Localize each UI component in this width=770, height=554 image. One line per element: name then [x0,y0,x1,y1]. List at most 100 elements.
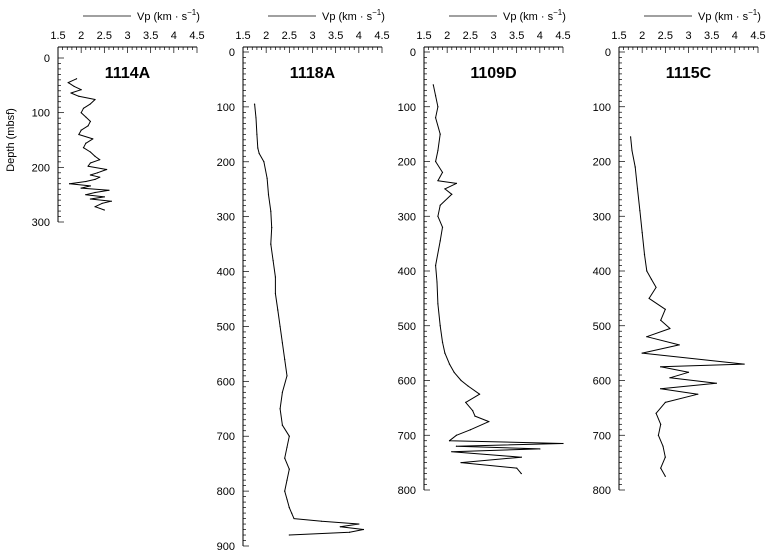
x-tick-label: 3 [685,30,691,42]
x-tick-label: 4.5 [189,30,204,42]
y-tick-label: 800 [593,485,611,497]
vp-data-point [257,147,259,149]
vp-data-point [437,303,439,305]
vp-data-point [339,526,341,528]
legend-label-1118A: Vp (km · s [322,11,373,23]
y-tick-label: 500 [217,321,235,333]
vp-data-point [286,446,288,448]
y-tick-label: 600 [217,376,235,388]
vp-data-point [67,82,69,84]
vp-data-point [101,202,103,205]
x-tick-label: 3 [490,30,496,42]
legend-exponent-1115C: −1 [748,8,758,17]
vp-data-point [270,210,272,212]
vp-data-point [87,125,89,127]
legend-text-1118A: Vp (km · s−1) [322,8,385,23]
vp-data-point [288,468,290,470]
legend-exponent-1118A: −1 [372,8,382,17]
vp-data-point [362,528,365,531]
y-tick-label: 100 [217,102,235,114]
x-tick-label: 4.5 [750,30,765,42]
vp-data-point [281,391,283,393]
vp-data-point [68,183,71,185]
vp-data-point [277,309,279,311]
vp-data-point [488,420,490,423]
legend-exponent-1109D: −1 [553,8,563,17]
vp-data-point [94,178,96,180]
vp-data-point [562,442,564,445]
vp-data-point [78,133,80,136]
vp-data-point [455,445,458,447]
y-tick-label: 800 [217,486,235,498]
y-tick-label: 400 [217,267,235,279]
legend-close-paren-1115C: ) [757,11,761,23]
vp-data-point [434,117,437,119]
legend-label-1115C: Vp (km · s [698,11,749,23]
vp-data-point [669,377,671,379]
vp-data-point [87,165,89,167]
legend-label-1114A: Vp (km · s [137,11,188,23]
vp-data-point [655,412,657,414]
panel-1114A: Vp (km · s−1) 1.5 2 2.5 3 3.5 4 4.5 0 100 200 300 11… [32,8,205,229]
legend-label-1109D: Vp (km · s [503,11,554,23]
vp-data-point [286,498,288,500]
vp-data-point [89,103,92,105]
legend-text-1115C: Vp (km · s−1) [698,8,761,23]
vp-data-point [263,161,265,163]
vp-data-point [274,276,277,278]
vp-data-point [271,227,273,229]
vp-data-point [664,456,666,458]
y-tick-label: 700 [593,430,611,442]
y-tick-label: 0 [229,47,235,59]
vp-data-point [439,204,441,206]
vp-data-point [641,352,643,354]
x-tick-label: 2.5 [97,30,112,42]
vp-data-point [455,434,458,436]
vp-data-point [434,95,437,97]
vp-data-point [348,531,351,533]
vp-series-line-1114A [67,78,112,211]
vp-data-point [358,523,360,525]
vp-data-point [85,194,87,196]
y-tick-label: 300 [398,211,416,223]
site-label-1115C: 1115C [666,65,712,82]
y-tick-label: 100 [398,102,416,114]
panel-1115C: Vp (km · s−1) 1.5 2 2.5 3 3.5 4 4.5 0 100 200 300 40… [593,8,766,497]
vp-data-point [436,281,438,283]
y-tick-label: 0 [44,53,50,65]
y-tick-label: 300 [217,212,235,224]
vp-data-point [94,191,96,194]
vp-data-point [80,112,82,114]
vp-data-point [80,89,82,91]
x-tick-label: 1.5 [416,30,431,42]
vp-data-point [266,177,268,179]
vp-data-point [660,319,662,321]
vp-data-point [441,171,444,174]
legend-text-1114A: Vp (km · s−1) [137,8,200,23]
vp-data-point [451,451,453,453]
legend-text-1109D: Vp (km · s−1) [503,8,566,23]
vp-data-point [286,375,288,377]
vp-data-point [634,166,636,168]
vp-data-point [73,85,75,88]
vp-data-point [437,215,439,217]
vp-data-point [432,84,434,86]
y-tick-label: 800 [398,485,416,497]
legend-close-paren-1109D: ) [562,11,566,23]
vp-data-point [648,297,650,299]
vp-data-point [110,200,112,202]
vp-data-point [281,342,283,344]
vp-data-point [70,92,72,94]
panel-1109D: Vp (km · s−1) 1.5 2 2.5 3 3.5 4 4.5 0 100 200 300 40… [398,8,571,497]
vp-data-point [664,401,666,403]
y-tick-label: 600 [593,376,611,388]
vp-data-point [437,180,439,182]
x-tick-label: 3 [124,30,130,42]
vp-data-point [455,182,458,184]
vp-data-point [655,286,657,289]
x-tick-label: 2 [263,30,269,42]
x-tick-label: 2 [639,30,645,42]
x-tick-label: 2.5 [282,30,297,42]
vp-data-point [441,341,444,343]
vp-data-point [434,160,437,163]
